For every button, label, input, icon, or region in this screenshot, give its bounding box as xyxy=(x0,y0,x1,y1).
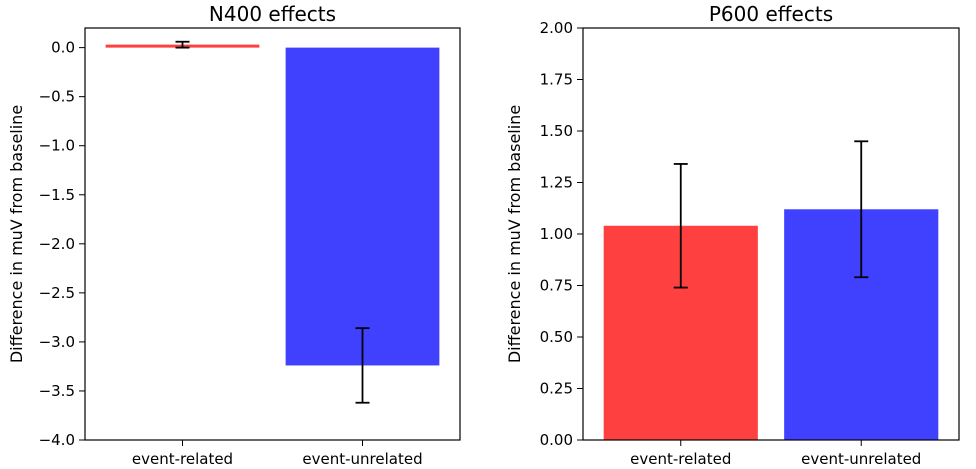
plot-frame xyxy=(84,27,461,441)
y-tick-label: −1.0 xyxy=(39,137,75,155)
y-tick-label: 1.00 xyxy=(540,225,573,243)
y-axis-label: Difference in muV from baseline xyxy=(505,105,524,363)
y-tick-label: −3.0 xyxy=(39,333,75,351)
y-tick-label: 0.00 xyxy=(540,431,573,449)
y-tick-label: 0.25 xyxy=(540,380,573,398)
chart-n400: N400 effects 0.0 −0.5 −1.0 −1.5 −2.0 −2.5 −3.0 −… xyxy=(7,2,461,468)
chart-title: N400 effects xyxy=(209,2,336,26)
y-tick-label: 0.0 xyxy=(51,39,75,57)
y-tick-label: −2.5 xyxy=(39,284,75,302)
y-tick-label: 0.50 xyxy=(540,328,573,346)
y-axis-label: Difference in muV from baseline xyxy=(7,105,26,363)
y-tick-label: 1.50 xyxy=(540,122,573,140)
y-tick-label: 1.75 xyxy=(540,71,573,89)
y-tick-label: −0.5 xyxy=(39,88,75,106)
x-tick-label: event-related xyxy=(630,450,731,468)
bar-2 xyxy=(285,47,440,366)
y-tick-label: −1.5 xyxy=(39,186,75,204)
chart-p600: P600 effects 0.00 0.25 0.50 0.75 1.00 1.25 1.50… xyxy=(505,2,960,468)
x-tick-label: event-unrelated xyxy=(302,450,422,468)
x-tick-label: event-unrelated xyxy=(801,450,921,468)
y-tick-label: −3.5 xyxy=(39,382,75,400)
y-tick-label: 2.00 xyxy=(540,19,573,37)
y-tick-label: −4.0 xyxy=(39,431,75,449)
y-tick-label: 0.75 xyxy=(540,277,573,295)
y-tick-label: −2.0 xyxy=(39,235,75,253)
x-tick-label: event-related xyxy=(132,450,233,468)
chart-title: P600 effects xyxy=(709,2,833,26)
y-tick-label: 1.25 xyxy=(540,174,573,192)
